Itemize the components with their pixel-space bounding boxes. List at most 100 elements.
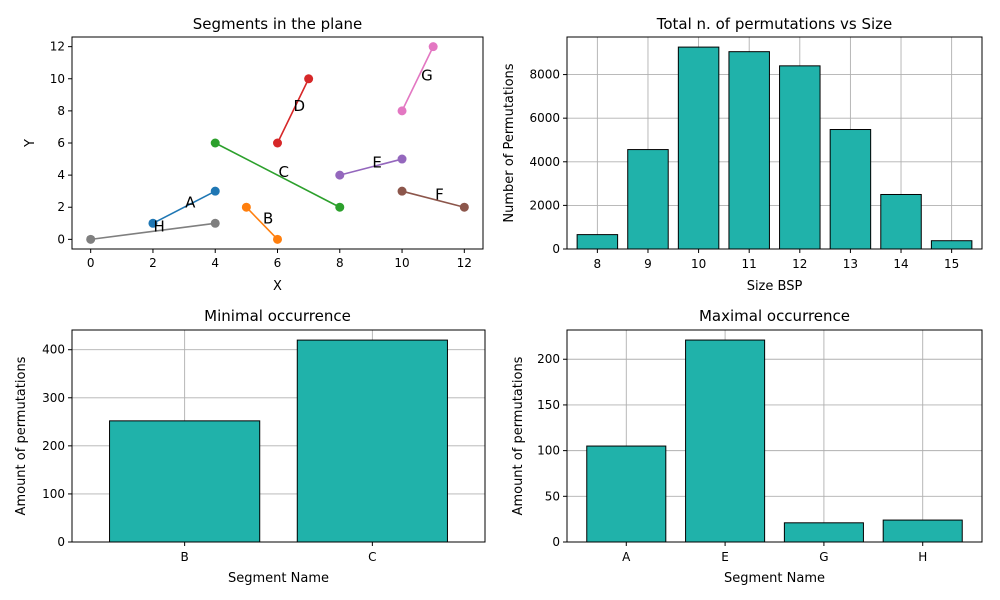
maximal-axes-frame (566, 329, 983, 543)
permutations-xtick-label: 9 (644, 257, 652, 271)
minimal-axes-frame (71, 329, 486, 543)
segment-endpoint-d-0 (273, 138, 282, 148)
permutations-ylabel: Number of Permutations (502, 63, 517, 222)
segment-line-h (90, 222, 216, 241)
minimal-ylabel: Amount of permutations (14, 356, 29, 515)
permutations-bar-8 (576, 234, 619, 250)
segment-line-e (339, 158, 403, 176)
maximal-ytick-label: 50 (545, 489, 560, 503)
maximal-title: Maximal occurrence (699, 307, 850, 325)
segment-endpoint-f-0 (397, 186, 407, 196)
maximal-ytick-label: 0 (552, 535, 560, 549)
segments-xtick-label: 6 (274, 256, 282, 270)
permutations-bar-15 (930, 240, 973, 250)
segment-label-g: G (421, 67, 433, 85)
segment-line-b (245, 206, 279, 240)
segments-ytick-label: 12 (50, 40, 65, 54)
maximal-xtick-label: G (819, 550, 828, 564)
permutations-xtick-label: 12 (792, 257, 807, 271)
maximal-bar-a (586, 445, 667, 543)
segment-endpoint-c-0 (210, 138, 220, 148)
minimal-xtick-label: C (368, 550, 376, 564)
segments-xlabel: X (273, 279, 282, 294)
segment-label-f: F (435, 185, 444, 203)
segment-endpoint-g-1 (428, 42, 438, 52)
minimal-ytick-label: 100 (42, 487, 65, 501)
maximal-ytick-label: 200 (537, 352, 560, 366)
permutations-xtick-label: 13 (843, 257, 858, 271)
maximal-xtick-label: E (721, 550, 729, 564)
permutations-vs-size-chart: Total n. of permutations vs Size 8 9 10 11 1… (502, 15, 983, 294)
permutations-xtick-label: 14 (893, 257, 908, 271)
segment-endpoint-b-1 (273, 234, 282, 244)
segment-endpoint-e-1 (397, 154, 407, 164)
minimal-bar-c (296, 339, 448, 543)
maximal-occurrence-chart: Maximal occurrence A E G H 0 50 100 150 200 Segm… (511, 307, 983, 586)
minimal-ytick-label: 400 (42, 343, 65, 357)
permutations-bar-10 (677, 46, 720, 250)
maximal-xtick-label: H (918, 550, 927, 564)
segments-xtick-label: 10 (394, 256, 409, 270)
maximal-bar-g (783, 522, 864, 543)
permutations-ytick-label: 2000 (529, 198, 560, 212)
segments-ylabel: Y (23, 139, 38, 148)
segments-ytick-label: 8 (57, 104, 65, 118)
permutations-bar-12 (779, 65, 821, 250)
minimal-xtick-label: B (181, 550, 189, 564)
permutations-ytick-label: 4000 (529, 155, 560, 169)
permutations-xlabel: Size BSP (747, 279, 803, 294)
segment-endpoint-h-0 (86, 234, 96, 244)
segment-endpoint-f-1 (459, 202, 469, 212)
segment-endpoint-b-0 (241, 202, 251, 212)
segment-endpoint-a-0 (148, 218, 158, 228)
segment-endpoint-c-1 (335, 202, 345, 212)
segments-ytick-label: 10 (50, 72, 65, 86)
segment-endpoint-e-0 (335, 170, 345, 180)
permutations-ytick-label: 6000 (529, 111, 560, 125)
permutations-bar-14 (880, 193, 922, 250)
segment-line-c (214, 142, 341, 208)
segments-xtick-label: 12 (457, 256, 472, 270)
permutations-xtick-label: 11 (742, 257, 757, 271)
permutations-title: Total n. of permutations vs Size (656, 15, 892, 33)
minimal-title: Minimal occurrence (204, 307, 351, 325)
permutations-xtick-label: 8 (594, 257, 602, 271)
segments-title: Segments in the plane (193, 15, 363, 33)
maximal-ylabel: Amount of permutations (511, 356, 526, 515)
minimal-ytick-label: 0 (57, 535, 65, 549)
minimal-ytick-label: 200 (42, 439, 65, 453)
segment-label-e: E (372, 153, 381, 171)
segments-ytick-label: 6 (57, 136, 65, 150)
maximal-ytick-label: 150 (537, 398, 560, 412)
permutations-bar-9 (627, 149, 669, 250)
segments-ytick-label: 4 (57, 168, 65, 182)
minimal-bar-b (109, 420, 261, 543)
segments-plot: Segments in the plane A B C D E F G H 0 2 4 6 8 10 12… (23, 15, 484, 294)
maximal-bar-e (685, 339, 766, 543)
segment-line-a (152, 190, 216, 225)
permutations-axes-frame (566, 36, 983, 250)
segments-xtick-label: 4 (211, 256, 219, 270)
maximal-ytick-label: 100 (537, 444, 560, 458)
maximal-xlabel: Segment Name (724, 571, 825, 586)
permutations-xtick-label: 10 (691, 257, 706, 271)
permutations-ytick-label: 8000 (529, 68, 560, 82)
segment-label-h: H (154, 218, 165, 236)
maximal-xtick-label: A (622, 550, 631, 564)
segments-ytick-label: 2 (57, 200, 65, 214)
maximal-bar-h (882, 519, 963, 543)
segment-line-d (276, 78, 310, 144)
segments-ytick-label: 0 (57, 232, 65, 246)
segment-endpoint-a-1 (210, 186, 220, 196)
minimal-ytick-label: 300 (42, 391, 65, 405)
segment-endpoint-d-1 (304, 74, 314, 84)
segment-label-a: A (185, 193, 196, 211)
permutations-bar-11 (728, 51, 770, 250)
segments-xtick-label: 0 (87, 256, 95, 270)
segments-xtick-label: 2 (149, 256, 157, 270)
permutations-bar-13 (829, 129, 872, 250)
segments-xtick-label: 8 (336, 256, 344, 270)
segment-endpoint-h-1 (210, 218, 220, 228)
segment-label-d: D (294, 97, 306, 115)
